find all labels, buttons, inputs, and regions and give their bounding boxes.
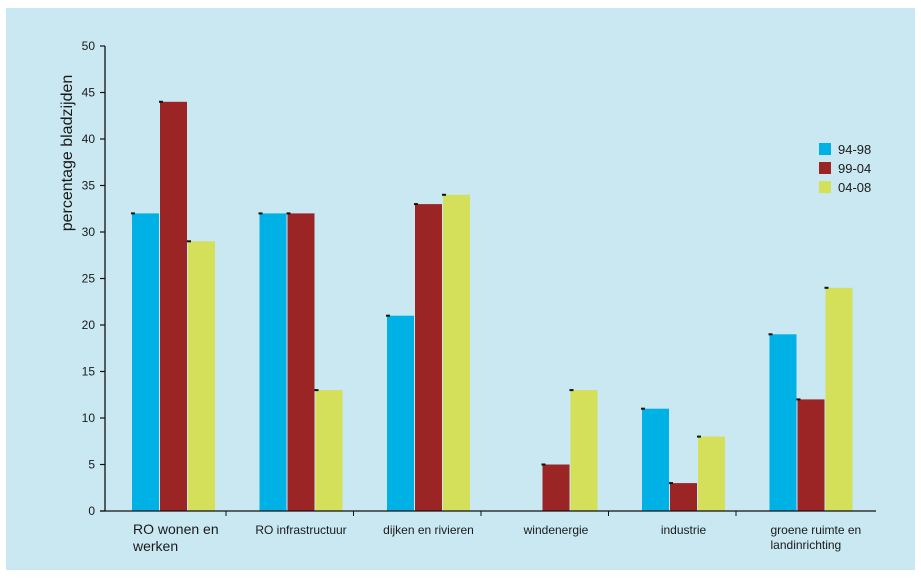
bar-94-98-2: [387, 315, 414, 511]
x-axis: RO wonen en werken RO infrastructuur dijken…: [100, 510, 876, 554]
y-tick-label: 40: [82, 132, 96, 146]
y-tick-label: 15: [82, 365, 96, 379]
bar-top-marker: [697, 435, 701, 438]
y-tick-label: 25: [82, 272, 96, 286]
bar-99-04-4: [670, 483, 697, 511]
x-tick-label: industrie: [661, 523, 707, 537]
bar-top-marker: [824, 286, 829, 289]
bar-99-04-1: [287, 213, 315, 511]
bar-top-marker: [768, 333, 773, 336]
y-tick-label: 30: [82, 225, 96, 239]
y-axis-label: percentage bladzijden: [59, 75, 76, 232]
y-tick-label: 45: [82, 86, 96, 100]
bar-top-marker: [286, 212, 291, 215]
bar-04-08-0: [188, 241, 215, 512]
x-tick-label: RO wonen en werken: [132, 521, 219, 554]
bar-top-marker: [159, 100, 163, 103]
y-tick-label: 10: [82, 411, 96, 425]
bar-top-marker: [669, 482, 673, 485]
x-tick-label: windenergie: [523, 523, 589, 537]
bar-top-marker: [541, 463, 546, 466]
bar-top-marker: [258, 212, 263, 215]
bar-top-marker: [386, 314, 390, 317]
x-tick-label: dijken en rivieren: [383, 523, 474, 537]
bar-04-08-1: [315, 390, 343, 511]
legend-label: 99-04: [838, 161, 871, 176]
bar-99-04-2: [415, 204, 442, 511]
bar-94-98-1: [259, 213, 287, 511]
chart-background: 0 5 10 15 20 25 30 35 40 45 50 RO wonen en werken RO…: [6, 8, 915, 570]
y-tick-label: 20: [82, 318, 96, 332]
bar-top-marker: [314, 389, 319, 392]
legend-swatch-04-08: [819, 181, 831, 193]
y-tick-label: 50: [82, 39, 96, 53]
y-tick-label: 5: [88, 458, 95, 472]
bar-top-marker: [442, 193, 446, 196]
bar-top-marker: [414, 203, 418, 206]
bar-top-marker: [796, 398, 801, 401]
x-tick-label: groene ruimte en landinrichting: [771, 523, 862, 552]
bar-94-98-5: [769, 334, 797, 511]
x-tick-label: RO infrastructuur: [255, 523, 346, 537]
y-tick-label: 35: [82, 179, 96, 193]
bar-94-98-4: [642, 408, 669, 511]
bar-top-marker: [641, 407, 645, 410]
legend-label: 04-08: [838, 180, 871, 195]
bar-04-08-2: [443, 194, 470, 512]
bar-99-04-0: [160, 101, 187, 512]
y-axis: 0 5 10 15 20 25 30 35 40 45 50: [82, 39, 106, 518]
bar-top-marker: [187, 240, 191, 243]
y-tick-label: 0: [88, 504, 95, 518]
legend: 94-98 99-04 04-08: [819, 142, 871, 195]
bar-04-08-4: [698, 436, 725, 511]
legend-swatch-99-04: [819, 162, 831, 174]
bar-top-marker: [569, 389, 574, 392]
legend-swatch-94-98: [819, 143, 831, 155]
bar-top-marker: [131, 212, 135, 215]
bar-99-04-3: [542, 464, 570, 511]
bar-04-08-5: [825, 287, 853, 511]
legend-label: 94-98: [838, 142, 871, 157]
bar-04-08-3: [570, 390, 598, 511]
bar-94-98-0: [132, 213, 159, 511]
bar-99-04-5: [797, 399, 825, 511]
bars: [131, 100, 853, 512]
